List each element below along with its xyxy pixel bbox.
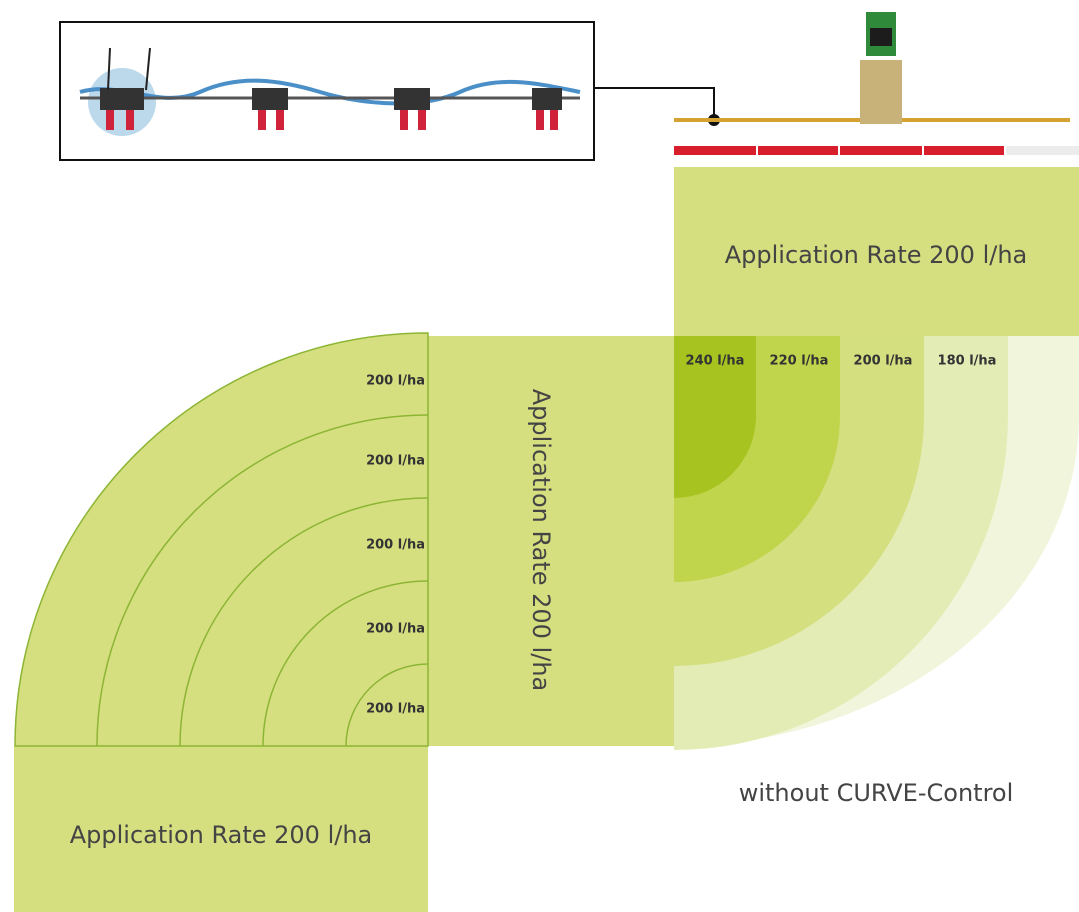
connector <box>594 88 714 120</box>
top-block-label: Application Rate 200 l/ha <box>725 241 1028 269</box>
tip <box>550 110 558 130</box>
tip <box>536 110 544 130</box>
right-rate-label: 200 l/ha <box>854 354 913 369</box>
center-block-label: Application Rate 200 l/ha <box>527 389 555 692</box>
nozzle-body <box>394 88 430 110</box>
bottom-block-label: Application Rate 200 l/ha <box>70 821 373 849</box>
tip <box>418 110 426 130</box>
tip <box>258 110 266 130</box>
section-off <box>1006 146 1079 155</box>
diagram: Application Rate 200 l/ha Application Ra… <box>0 0 1079 912</box>
sprayer-body <box>860 60 902 124</box>
left-rate-label: 200 l/ha <box>366 374 425 389</box>
nozzle-body <box>252 88 288 110</box>
left-rate-label: 200 l/ha <box>366 622 425 637</box>
right-rate-label: 180 l/ha <box>938 354 997 369</box>
left-rate-label: 200 l/ha <box>366 702 425 717</box>
left-rate-label: 200 l/ha <box>366 538 425 553</box>
section <box>840 146 922 155</box>
nozzle-body <box>100 88 144 110</box>
nozzle-body <box>532 88 562 110</box>
right-rate-label: 220 l/ha <box>770 354 829 369</box>
tractor-cab <box>870 28 892 46</box>
right-rate-label: 240 l/ha <box>686 354 745 369</box>
tip <box>106 110 114 130</box>
caption: without CURVE-Control <box>739 779 1014 807</box>
left-rate-label: 200 l/ha <box>366 454 425 469</box>
tip <box>400 110 408 130</box>
section <box>758 146 838 155</box>
tip <box>276 110 284 130</box>
tip <box>126 110 134 130</box>
section <box>674 146 756 155</box>
section-bar <box>674 146 1079 155</box>
section <box>924 146 1004 155</box>
right-bands <box>674 336 1079 750</box>
